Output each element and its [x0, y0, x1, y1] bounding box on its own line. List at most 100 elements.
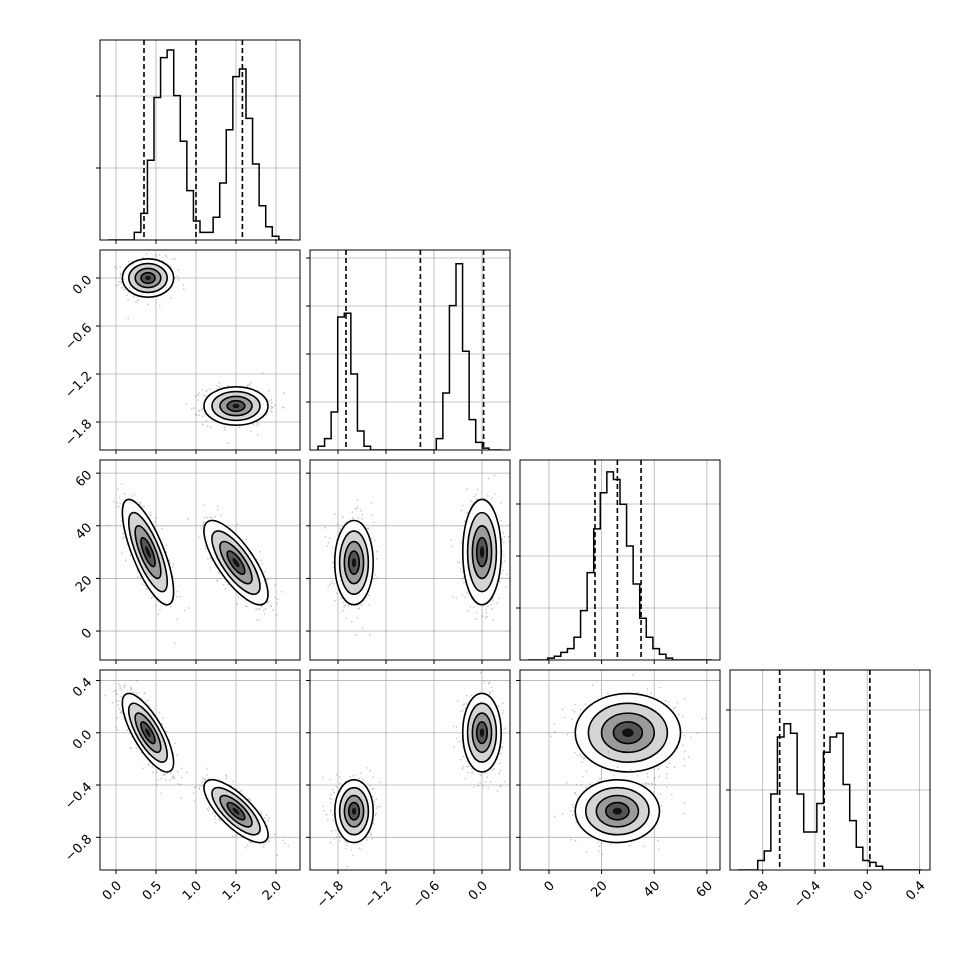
y-tick-label: 0.0	[70, 273, 95, 298]
contour-line	[334, 779, 375, 844]
x-tick-label: 0.5	[140, 878, 165, 903]
contour-line	[203, 385, 269, 426]
y-tick-label: −0.4	[62, 780, 95, 813]
contour-line	[211, 786, 261, 836]
contour-line	[461, 692, 502, 773]
contour-line	[211, 530, 261, 595]
contour-line	[134, 524, 162, 580]
histogram-step	[108, 49, 292, 240]
panel-area	[100, 250, 300, 450]
y-tick-label: 0	[79, 626, 95, 642]
panel-frame	[309, 669, 511, 871]
contour-line	[127, 511, 168, 593]
contour-line	[134, 267, 162, 289]
contour-line	[466, 702, 498, 763]
density-fill	[232, 807, 240, 815]
contour-line	[140, 536, 156, 568]
contour-line	[584, 786, 650, 836]
contour-line	[140, 271, 156, 285]
density-fill	[351, 807, 357, 815]
density-fill	[145, 728, 151, 738]
contour-line	[347, 801, 361, 821]
y-tick-label: −0.6	[62, 321, 95, 354]
scatter-panel-2-1	[306, 459, 511, 664]
contour-line	[587, 702, 669, 763]
contour-line	[128, 262, 169, 294]
scatter-panel-2-0: 0 20 40 60	[73, 459, 301, 664]
y-tick-label: 0.4	[70, 675, 95, 700]
histogram-panel-2	[516, 459, 721, 664]
panel-frame	[99, 459, 301, 661]
x-tick-label: 0	[542, 878, 558, 894]
contour-line	[338, 530, 370, 595]
contour-line	[219, 395, 253, 417]
x-tick-label: −0.4	[791, 878, 824, 911]
panel-frame	[99, 249, 301, 451]
density-fill	[232, 403, 240, 409]
scatter-panel-3-0: −0.8 −0.4 0.0 0.4 0.0 0.5 1.0 1.5 2.0	[62, 669, 301, 904]
x-tick-label: 60	[694, 878, 716, 900]
contour-line	[219, 794, 253, 828]
x-tick-label: −1.2	[362, 878, 395, 911]
panel-area	[520, 670, 720, 870]
histogram-step	[528, 471, 712, 660]
contour-line	[338, 786, 370, 836]
x-tick-label: 0.0	[851, 878, 876, 903]
contour-line	[466, 511, 498, 593]
histogram-step	[738, 722, 922, 870]
scatter-panel-3-1: −1.8 −1.2 −0.6 0.0	[306, 669, 511, 911]
density-fill	[232, 557, 240, 568]
x-tick-label: 0.0	[466, 878, 491, 903]
x-tick-label: −0.6	[410, 878, 443, 911]
panel-frame	[309, 249, 511, 451]
panel-area	[520, 460, 720, 660]
x-tick-label: −0.8	[739, 878, 772, 911]
contour-line	[600, 712, 656, 754]
panel-area	[100, 670, 300, 870]
contour-line	[595, 794, 640, 828]
density-fill	[479, 546, 485, 558]
scatter-panel-3-2: 0 20 40 60	[516, 669, 721, 901]
contour-line	[333, 519, 374, 606]
histogram-panel-0	[96, 39, 301, 244]
panel-area	[730, 670, 930, 870]
histogram-panel-3: −0.8 −0.4 0.0 0.4	[726, 669, 931, 911]
panel-area	[310, 460, 510, 660]
density-fill	[145, 275, 151, 281]
contour-line	[471, 524, 493, 580]
contour-line	[134, 712, 162, 754]
density-fill	[351, 557, 357, 568]
panel-frame	[729, 669, 931, 871]
contour-line	[211, 390, 261, 422]
contour-line	[203, 779, 269, 844]
panel-area	[310, 250, 510, 450]
panel-frame	[519, 459, 721, 661]
histogram-panel-1	[306, 249, 511, 454]
panel-area	[310, 670, 510, 870]
y-tick-label: −1.2	[62, 369, 95, 402]
density-fill	[479, 728, 485, 738]
contour-line	[475, 536, 489, 568]
panel-frame	[309, 459, 511, 661]
contour-line	[347, 550, 361, 575]
contour-line	[471, 712, 493, 754]
panel-area	[100, 40, 300, 240]
contour-line	[140, 721, 156, 745]
x-tick-label: −1.8	[314, 878, 347, 911]
x-tick-label: 40	[641, 878, 663, 900]
contour-line	[121, 257, 175, 298]
density-fill	[612, 807, 622, 815]
contour-line	[226, 550, 246, 575]
x-tick-label: 1.5	[220, 878, 245, 903]
contour-line	[475, 721, 489, 745]
y-tick-label: 0.0	[70, 727, 95, 752]
contour-line	[127, 702, 168, 763]
y-tick-label: −1.8	[62, 417, 95, 450]
contour-line	[612, 721, 644, 745]
scatter-panel-1-0: −1.8 −1.2 −0.6 0.0	[62, 249, 301, 454]
x-tick-label: 20	[588, 878, 610, 900]
panel-frame	[99, 39, 301, 241]
panel-area	[100, 460, 300, 660]
contour-line	[604, 801, 630, 821]
density-fill	[622, 728, 634, 738]
